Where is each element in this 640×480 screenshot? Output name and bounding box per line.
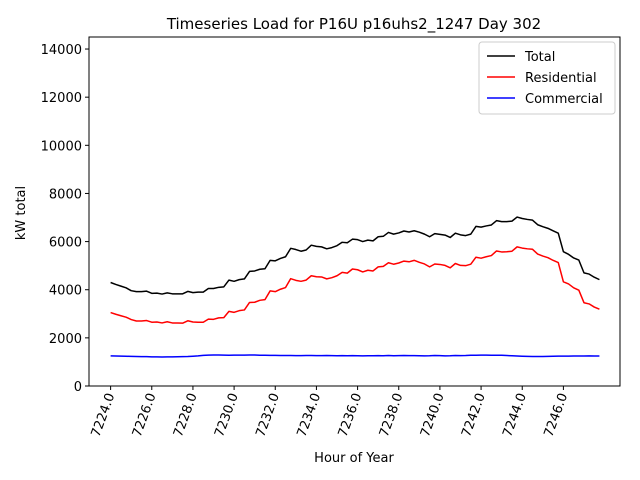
legend-box bbox=[478, 41, 616, 115]
legend-label-total: Total bbox=[524, 50, 555, 65]
y-axis-ticks: 0 2000 4000 6000 8000 10000 12000 14000 bbox=[41, 43, 89, 395]
plot-area bbox=[88, 36, 621, 387]
y-tick-label: 12000 bbox=[41, 91, 82, 106]
y-tick-label: 2000 bbox=[49, 332, 82, 347]
legend-label-residential: Residential bbox=[525, 71, 597, 86]
y-tick-label: 6000 bbox=[49, 236, 82, 251]
y-tick-label: 4000 bbox=[49, 284, 82, 299]
y-tick-label: 10000 bbox=[41, 139, 82, 154]
series-line-total bbox=[110, 216, 600, 295]
chart-title: Timeseries Load for P16U p16uhs2_1247 Da… bbox=[166, 15, 541, 34]
x-axis-label: Hour of Year bbox=[314, 451, 394, 466]
y-tick-label: 8000 bbox=[49, 187, 82, 202]
legend-label-commercial: Commercial bbox=[525, 92, 603, 107]
legend: Total Residential Commercial bbox=[478, 41, 616, 115]
series-line-residential bbox=[110, 246, 600, 324]
y-tick-label: 0 bbox=[74, 380, 82, 395]
y-axis-label: kW total bbox=[14, 186, 29, 240]
plot-frame bbox=[88, 36, 621, 387]
series-line-commercial bbox=[110, 354, 600, 358]
y-tick-label: 14000 bbox=[41, 43, 82, 58]
